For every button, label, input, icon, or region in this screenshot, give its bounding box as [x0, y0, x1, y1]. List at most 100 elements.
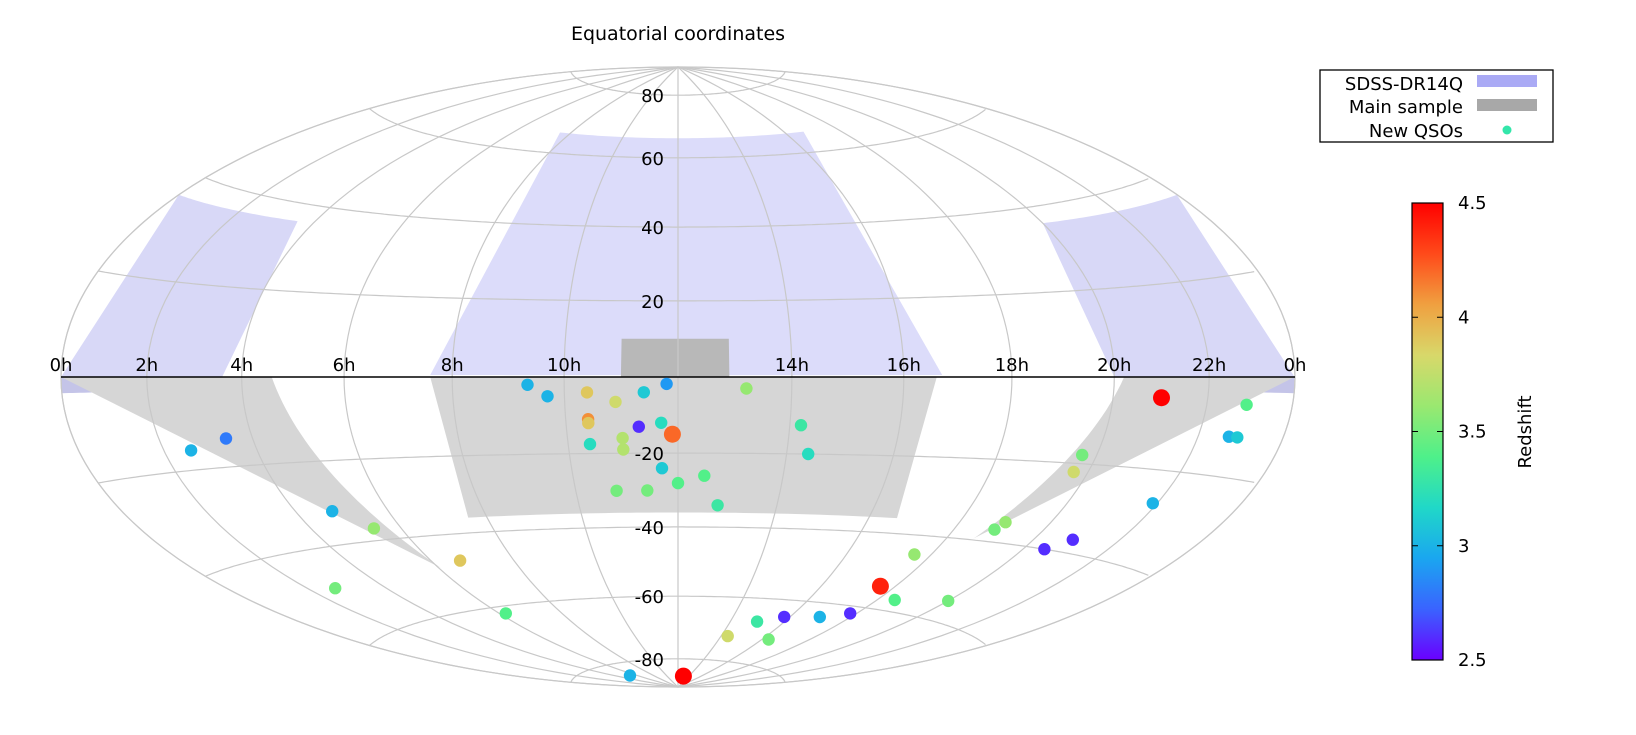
- legend-marker-new: [1502, 125, 1512, 135]
- qso-point: [999, 516, 1012, 529]
- qso-point: [609, 395, 622, 409]
- qso-point: [1038, 543, 1051, 556]
- new-qso-points: [184, 377, 1253, 685]
- qso-point: [1153, 389, 1170, 407]
- qso-point: [721, 629, 734, 643]
- qso-point: [453, 554, 467, 567]
- qso-point: [778, 610, 791, 624]
- dec-tick-label: -20: [635, 444, 664, 465]
- legend: SDSS-DR14Q Main sample New QSOs: [1319, 69, 1554, 143]
- ra-tick-label: 14h: [775, 355, 809, 376]
- sdss-south-strip-left: [1042, 194, 1295, 377]
- qso-point: [1231, 431, 1244, 444]
- main-sample-south-left: [678, 377, 1295, 687]
- qso-point: [750, 615, 764, 628]
- qso-point: [610, 484, 623, 497]
- qso-point: [942, 594, 955, 608]
- dec-gridline: [369, 108, 986, 159]
- ra-tick-label: 0h: [1284, 355, 1307, 376]
- qso-point: [623, 669, 637, 682]
- qso-point: [908, 548, 921, 561]
- legend-label-new: New QSOs: [1369, 121, 1463, 142]
- ra-tick-label: 2h: [135, 355, 158, 376]
- qso-point: [184, 444, 198, 457]
- dec-gridline: [98, 452, 1255, 484]
- qso-point: [711, 499, 724, 512]
- dec-gridline: [98, 270, 1255, 302]
- qso-point: [871, 577, 889, 595]
- ra-tick-label: 18h: [995, 355, 1029, 376]
- ra-tick-labels: 0h 22h 20h 18h 16h 14h 10h 8h 6h 4h 2h 0h: [50, 355, 1307, 376]
- dec-gridline: [570, 71, 786, 96]
- qso-point: [655, 462, 669, 475]
- colorbar-label: Redshift: [1515, 395, 1536, 468]
- qso-point: [582, 416, 595, 430]
- qso-point: [1076, 448, 1089, 462]
- qso-point: [616, 431, 629, 445]
- qso-point: [641, 484, 654, 497]
- qso-point: [663, 425, 681, 443]
- ra-tick-label: 20h: [1097, 355, 1131, 376]
- chart-title: Equatorial coordinates: [571, 23, 785, 45]
- ra-tick-label: 8h: [441, 355, 464, 376]
- qso-point: [794, 419, 808, 432]
- dec-tick-label: 20: [641, 292, 664, 313]
- qso-point: [698, 469, 711, 482]
- ra-tick-label: 6h: [333, 355, 356, 376]
- legend-label-main: Main sample: [1349, 97, 1463, 118]
- qso-point: [740, 382, 753, 395]
- dec-gridline: [205, 177, 1149, 228]
- dec-tick-label: -80: [635, 650, 664, 671]
- dec-tick-labels: 80 60 40 20 -20 -40 -60 -80: [635, 86, 664, 671]
- qso-point: [637, 386, 650, 399]
- dec-tick-label: -40: [635, 518, 664, 539]
- qso-point: [844, 607, 857, 620]
- qso-point: [580, 386, 594, 399]
- ra-tick-label: 0h: [50, 355, 73, 376]
- legend-swatch-sdss: [1477, 75, 1537, 87]
- qso-point: [541, 390, 554, 403]
- dec-gridline: [570, 658, 786, 683]
- dec-tick-label: 40: [641, 218, 664, 239]
- qso-point: [671, 476, 685, 490]
- dec-gridline: [369, 595, 986, 646]
- legend-label-sdss: SDSS-DR14Q: [1345, 74, 1463, 95]
- colorbar-tick-label: 2.5: [1458, 650, 1487, 671]
- colorbar-tick-label: 4.5: [1458, 193, 1487, 214]
- legend-swatch-main: [1477, 99, 1537, 111]
- colorbar-tick-label: 4: [1458, 307, 1469, 328]
- qso-point: [888, 593, 901, 607]
- ra-tick-label: 4h: [230, 355, 253, 376]
- ra-tick-label: 10h: [547, 355, 581, 376]
- dec-gridline: [205, 526, 1149, 577]
- qso-point: [813, 610, 826, 624]
- sky-map: 0h 22h 20h 18h 16h 14h 10h 8h 6h 4h 2h 0h 80 60 40 20 -…: [50, 66, 1307, 688]
- colorbar-tick-label: 3: [1458, 536, 1469, 557]
- qso-point: [802, 447, 815, 461]
- qso-point: [655, 416, 668, 429]
- qso-point: [1066, 533, 1080, 546]
- colorbar-ticks: 2.5 3 3.5 4 4.5: [1412, 193, 1487, 671]
- sdss-south-strip-right: [61, 194, 298, 377]
- ra-tick-label: 22h: [1192, 355, 1226, 376]
- qso-point: [660, 377, 673, 391]
- qso-point: [674, 667, 692, 685]
- qso-point: [1067, 465, 1080, 479]
- qso-point: [632, 420, 645, 433]
- qso-point: [762, 633, 775, 646]
- qso-point: [326, 505, 339, 518]
- qso-point: [521, 378, 534, 391]
- colorbar-tick-label: 3.5: [1458, 422, 1487, 443]
- colorbar: 2.5 3 3.5 4 4.5 Redshift: [1411, 193, 1536, 671]
- main-sample-north-block: [620, 338, 730, 377]
- qso-point: [499, 607, 512, 620]
- sdss-north-cap: [430, 131, 943, 376]
- qso-point: [1240, 398, 1253, 411]
- qso-point: [583, 437, 597, 451]
- dec-tick-label: 80: [641, 86, 664, 107]
- qso-point: [329, 582, 342, 595]
- qso-point: [1146, 497, 1160, 510]
- qso-point: [219, 432, 233, 445]
- qso-point: [617, 443, 630, 456]
